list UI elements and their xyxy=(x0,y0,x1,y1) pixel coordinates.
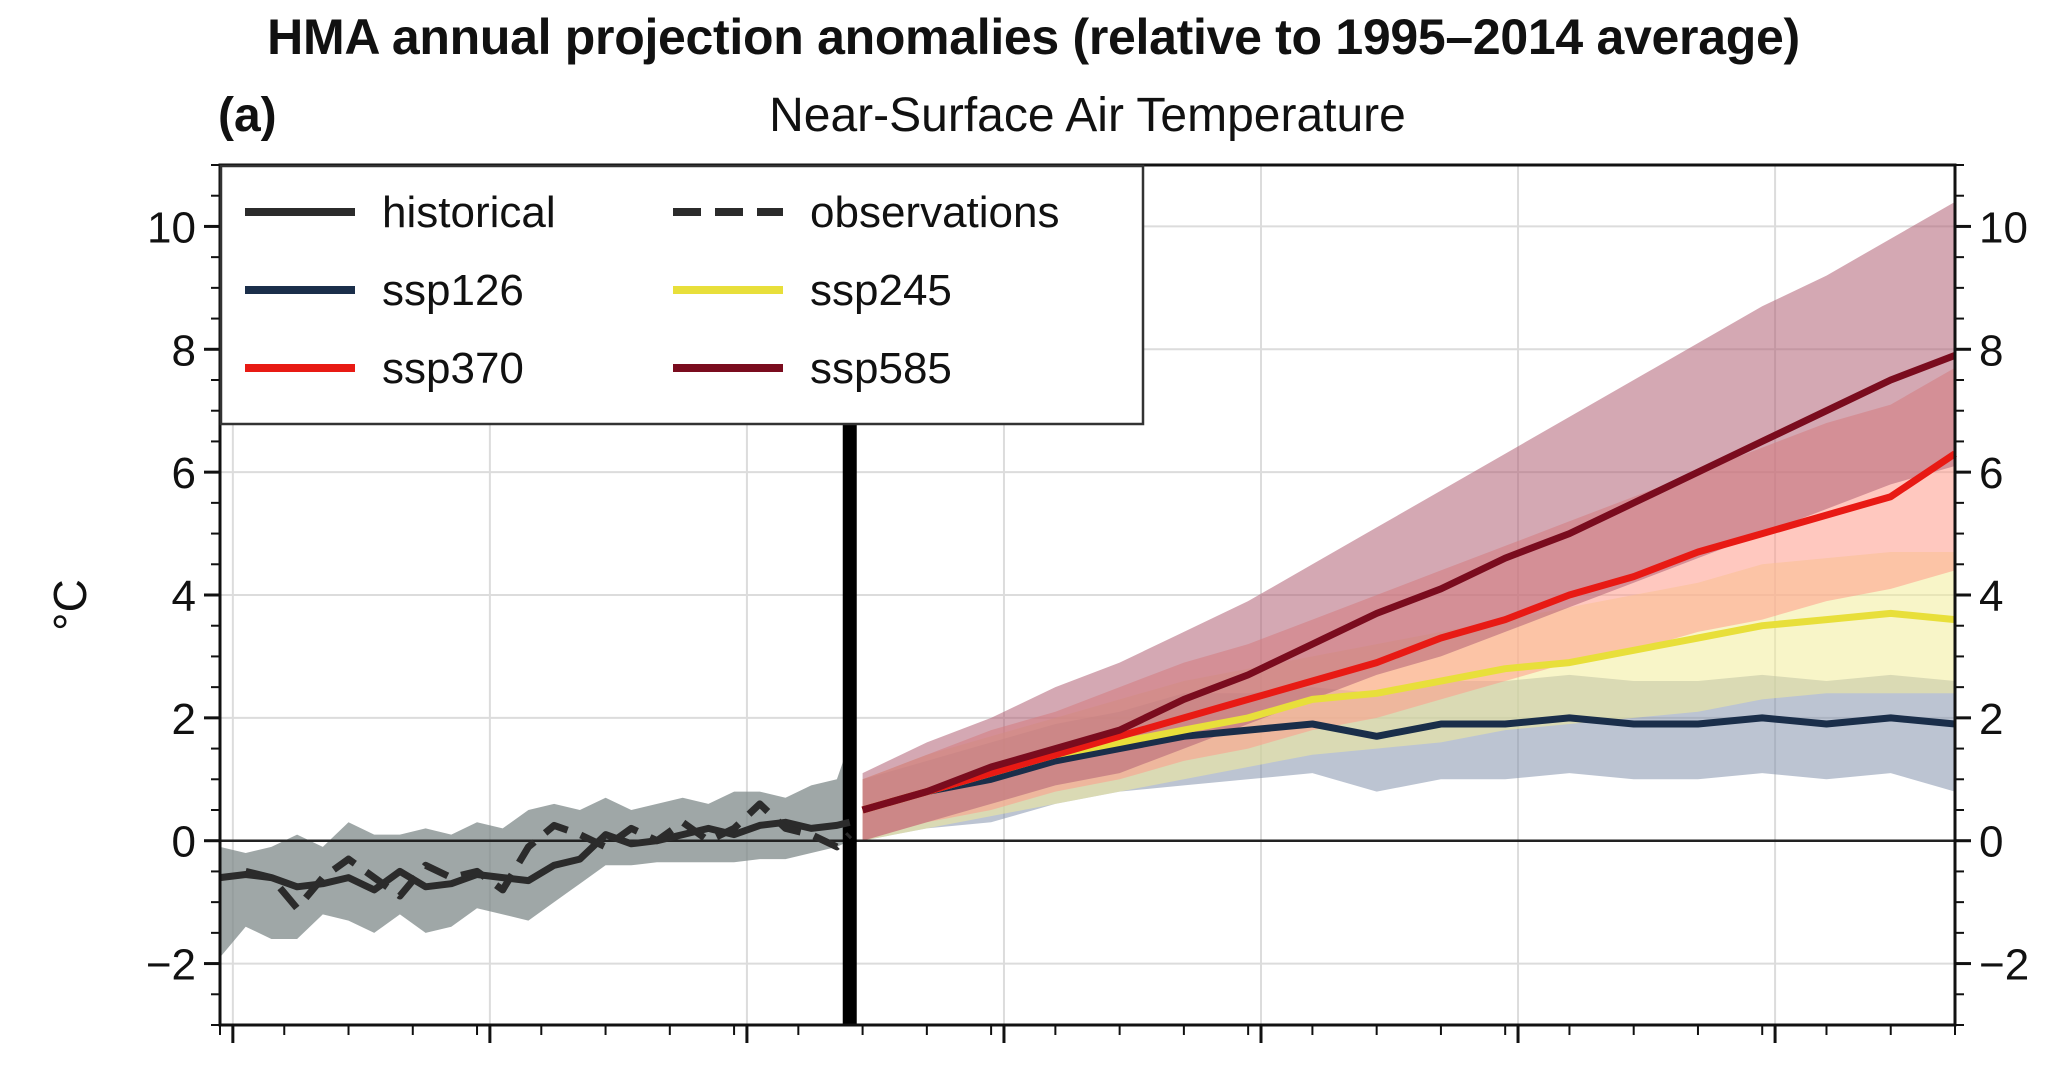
legend-label-ssp585: ssp585 xyxy=(810,344,952,393)
figure-title: HMA annual projection anomalies (relativ… xyxy=(267,9,1800,65)
series-lines xyxy=(219,352,1957,912)
legend-label-historical: historical xyxy=(382,188,556,237)
axis-ticks: −2 −2 0 0 2 2 4 4 6 6 8 8 10 10 xyxy=(146,164,2029,1043)
y-axis-label: °C xyxy=(44,579,96,631)
legend: historical observations ssp126 ssp245 ssp370… xyxy=(219,164,1145,426)
y-tick-label-right: −2 xyxy=(1979,941,2029,990)
y-tick-label-left: 8 xyxy=(172,326,196,375)
band-historical xyxy=(220,742,850,958)
y-tick-label-left: 6 xyxy=(172,449,196,498)
y-tick-label-left: 2 xyxy=(172,695,196,744)
chart-subtitle: Near-Surface Air Temperature xyxy=(769,89,1406,142)
y-tick-label-right: 6 xyxy=(1979,449,2003,498)
band-ssp585 xyxy=(862,201,1955,841)
line-observations xyxy=(244,800,853,912)
panel-label: (a) xyxy=(218,89,277,142)
legend-label-observations: observations xyxy=(810,188,1059,237)
legend-label-ssp245: ssp245 xyxy=(810,266,952,315)
y-tick-label-left: 0 xyxy=(172,818,196,867)
line-ssp370 xyxy=(861,450,1957,814)
y-tick-label-left: −2 xyxy=(146,941,196,990)
legend-label-ssp126: ssp126 xyxy=(382,266,524,315)
y-tick-label-right: 0 xyxy=(1979,818,2003,867)
y-tick-label-right: 4 xyxy=(1979,572,2003,621)
y-tick-label-left: 4 xyxy=(172,572,196,621)
line-ssp585 xyxy=(861,352,1957,814)
y-tick-label-left: 10 xyxy=(147,203,196,252)
line-ssp126 xyxy=(861,714,1956,814)
y-tick-label-right: 10 xyxy=(1979,203,2028,252)
y-tick-label-right: 2 xyxy=(1979,695,2003,744)
line-historical xyxy=(219,818,851,894)
legend-label-ssp370: ssp370 xyxy=(382,344,524,393)
y-tick-label-right: 8 xyxy=(1979,326,2003,375)
